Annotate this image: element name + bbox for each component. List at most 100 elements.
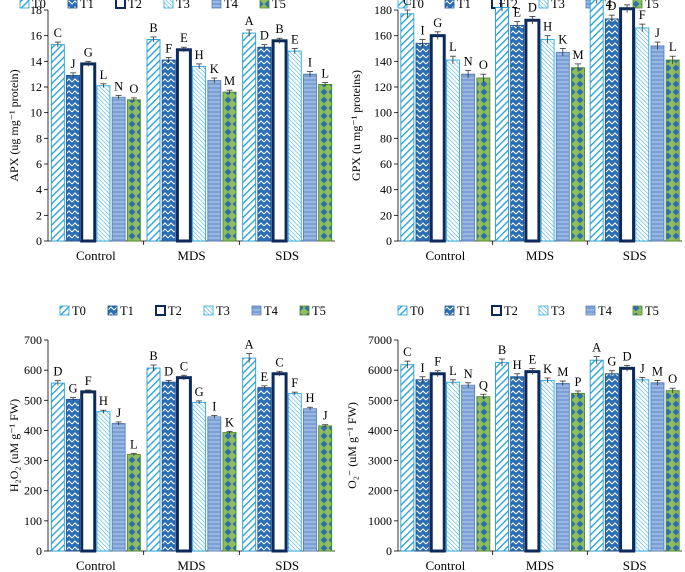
legend-label-t2: T2: [168, 304, 182, 318]
bar-t5-sds: [318, 83, 333, 242]
bar-t2-sds: [619, 7, 636, 243]
y-tick-label: 0: [386, 544, 392, 558]
bar-t2-sds: [271, 39, 288, 243]
legend-swatch-t4: [585, 305, 596, 316]
bar-t0-mds: [495, 6, 509, 242]
bar-t2-mds: [524, 18, 541, 243]
bar-t0-control: [50, 44, 65, 242]
bar-t5-sds: [665, 390, 680, 552]
bar-t3-mds: [192, 66, 207, 242]
y-tick-label: 180: [374, 3, 392, 17]
category-label-mds: MDS: [526, 558, 554, 572]
significance-letter: G: [433, 16, 442, 30]
legend-label-t5: T5: [272, 0, 286, 11]
y-tick-label: 18: [30, 3, 42, 17]
category-label-mds: MDS: [177, 558, 205, 572]
legend-swatch-t1: [67, 0, 78, 9]
significance-letter: F: [434, 355, 441, 369]
bar-t5-mds: [571, 67, 585, 242]
y-tick-label: 16: [30, 29, 42, 43]
bar-t4-mds: [555, 382, 570, 552]
bar-t5-control: [126, 454, 141, 552]
legend-swatch-t0: [397, 305, 408, 316]
legend-label-t4: T4: [598, 304, 613, 318]
y-tick-label: 4000: [368, 423, 392, 437]
legend: T0 T1 T2 T3 T4 T5: [19, 0, 286, 11]
y-tick-label: 600: [24, 363, 42, 377]
y-tick-label: 200: [24, 484, 42, 498]
significance-letter: H: [513, 358, 522, 372]
bar-t0-control: [50, 382, 65, 552]
significance-letter: J: [323, 409, 328, 423]
significance-letter: B: [498, 343, 506, 357]
y-tick-label: 0: [36, 544, 42, 558]
legend-label-t3: T3: [216, 304, 230, 318]
chart-panel-1: T0 T1 T2 T3 T4 T5 0 20 40 60 80 100 120 140 160 180 GPX …: [349, 0, 682, 263]
bar-t0-control: [400, 13, 415, 242]
y-tick-label: 140: [374, 54, 392, 68]
bar-t0-sds: [242, 357, 257, 552]
significance-letter: K: [210, 62, 219, 76]
bar-t0-sds: [589, 359, 604, 552]
legend-label-t2: T2: [128, 0, 142, 11]
y-tick-label: 8: [36, 131, 42, 145]
significance-letter: E: [180, 31, 188, 45]
significance-letter: K: [558, 33, 567, 47]
legend: T0 T1 T2 T3 T4 T5: [397, 304, 659, 318]
significance-letter: C: [275, 355, 283, 369]
significance-letter: A: [592, 341, 601, 355]
bar-t2-mds: [175, 48, 192, 243]
chart-panel-2: T0 T1 T2 T3 T4 T5 0 100 200 300 400 500 600 700 H₂O₂ (…: [7, 304, 335, 572]
bar-t3-control: [96, 85, 111, 242]
significance-letter: F: [639, 8, 646, 22]
y-tick-label: 40: [380, 183, 392, 197]
significance-letter: O: [479, 58, 488, 72]
legend-swatch-t5: [259, 0, 270, 9]
bar-t0-mds: [146, 367, 161, 552]
y-tick-label: 400: [24, 423, 42, 437]
y-tick-label: 10: [30, 106, 42, 120]
y-tick-label: 20: [380, 208, 392, 222]
significance-letter: H: [305, 391, 314, 405]
legend-label-t0: T0: [72, 304, 86, 318]
significance-letter: L: [449, 40, 457, 54]
significance-letter: G: [607, 355, 616, 369]
significance-letter: M: [224, 74, 235, 88]
significance-letter: E: [261, 370, 269, 384]
significance-letter: D: [53, 365, 62, 379]
legend-swatch-t3: [203, 305, 214, 316]
legend-label-t2: T2: [504, 0, 518, 11]
significance-letter: J: [116, 406, 121, 420]
y-tick-label: 7000: [368, 333, 392, 347]
significance-letter: F: [165, 41, 172, 55]
significance-letter: N: [464, 367, 473, 381]
bar-t5-mds: [222, 432, 237, 552]
bar-t0-control: [400, 364, 415, 552]
bar-t5-sds: [318, 425, 333, 552]
y-tick-label: 3000: [368, 454, 392, 468]
bar-t1-mds: [161, 381, 176, 552]
bar-t1-sds: [257, 387, 272, 552]
category-label-sds: SDS: [275, 248, 299, 263]
legend-label-t5: T5: [645, 0, 659, 11]
legend-swatch-t0: [19, 0, 30, 9]
legend-swatch-t1: [444, 305, 455, 316]
legend-label-t0: T0: [32, 0, 46, 11]
y-tick-label: 6: [36, 157, 42, 171]
legend-swatch-t2: [155, 305, 166, 316]
significance-letter: L: [100, 68, 108, 82]
significance-letter: F: [291, 376, 298, 390]
significance-letter: C: [54, 26, 62, 40]
legend-label-t3: T3: [551, 304, 565, 318]
legend-label-t0: T0: [410, 0, 424, 11]
significance-letter: H: [99, 394, 108, 408]
legend-label-t3: T3: [551, 0, 565, 11]
legend-label-t2: T2: [504, 304, 518, 318]
bar-t4-mds: [207, 80, 222, 242]
y-tick-label: 0: [386, 234, 392, 248]
y-tick-label: 500: [24, 393, 42, 407]
significance-letter: E: [513, 6, 521, 20]
bar-t4-control: [461, 384, 476, 552]
significance-letter: D: [607, 0, 616, 13]
significance-letter: B: [498, 0, 506, 2]
